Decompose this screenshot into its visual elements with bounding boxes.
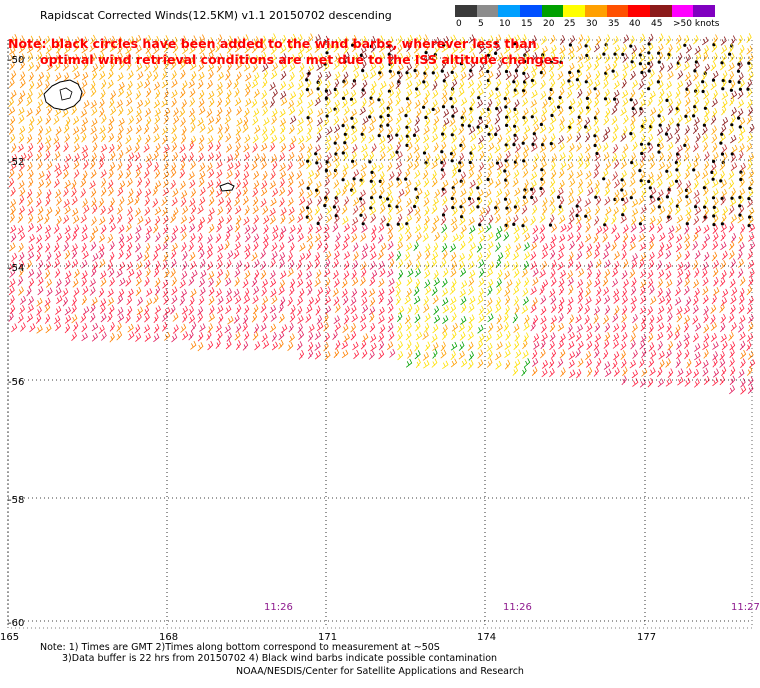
legend-label-2: 10 (499, 19, 511, 29)
time-label-2: 11:26 (503, 602, 532, 613)
contamination-note-line-2: optimal wind retrieval conditions are me… (40, 52, 565, 67)
lon-label-171: 171 (318, 632, 337, 643)
legend-swatch-5 (563, 5, 586, 17)
legend-swatch-2 (498, 5, 521, 17)
legend-swatch-3 (520, 5, 542, 17)
lat-label-50: -50 (8, 55, 24, 66)
credit-line: NOAA/NESDIS/Center for Satellite Applica… (236, 666, 524, 677)
map-frame (7, 39, 753, 629)
legend-swatch-7 (606, 5, 629, 17)
lat-label-60: -60 (8, 618, 24, 629)
legend-swatch-1 (476, 5, 499, 17)
lon-label-165: 165 (0, 632, 19, 643)
wind-speed-color-legend (455, 5, 716, 17)
legend-label-5: 25 (564, 19, 576, 29)
lat-label-52: -52 (8, 157, 24, 168)
legend-swatch-10 (671, 5, 694, 17)
small-island-outline (219, 182, 235, 192)
lat-label-58: -58 (8, 495, 24, 506)
legend-swatch-6 (585, 5, 607, 17)
legend-label-8: 40 (629, 19, 641, 29)
time-label-1: 11:26 (264, 602, 293, 613)
wind-speed-legend-labels: 0 5 10 15 20 25 30 35 40 45 >50 knots (455, 19, 760, 33)
wind-barb-swath (8, 33, 756, 395)
bottom-note-line-1: Note: 1) Times are GMT 2)Times along bot… (40, 642, 440, 653)
lat-label-54: -54 (8, 263, 24, 274)
legend-label-0: 0 (456, 19, 462, 29)
lon-label-174: 174 (477, 632, 496, 643)
time-label-3: 11:27 (731, 602, 760, 613)
campbell-island-outline (43, 79, 83, 111)
island-coastlines (43, 79, 235, 192)
legend-swatch-9 (650, 5, 672, 17)
axis-labels: -50 -52 -54 -56 -58 -60 165 168 171 174 … (0, 55, 760, 643)
campbell-island-inner (59, 87, 73, 101)
legend-swatch-8 (628, 5, 651, 17)
legend-label-3: 15 (521, 19, 533, 29)
legend-swatch-4 (541, 5, 564, 17)
lat-label-56: -56 (8, 377, 24, 388)
legend-label-7: 35 (608, 19, 620, 29)
legend-label-10: >50 knots (673, 19, 720, 29)
legend-label-9: 45 (651, 19, 663, 29)
legend-label-6: 30 (586, 19, 598, 29)
legend-swatch-11 (693, 5, 716, 17)
lon-label-168: 168 (159, 632, 178, 643)
bottom-note-line-2: 3)Data buffer is 22 hrs from 20150702 4)… (62, 653, 498, 664)
legend-label-1: 5 (478, 19, 484, 29)
lat-lon-grid (7, 39, 753, 629)
legend-label-4: 20 (543, 19, 555, 29)
lon-label-177: 177 (637, 632, 656, 643)
contamination-note-line-1: Note: black circles have been added to t… (8, 36, 537, 51)
legend-swatch-0 (455, 5, 477, 17)
chart-title: Rapidscat Corrected Winds(12.5KM) v1.1 2… (40, 9, 392, 22)
